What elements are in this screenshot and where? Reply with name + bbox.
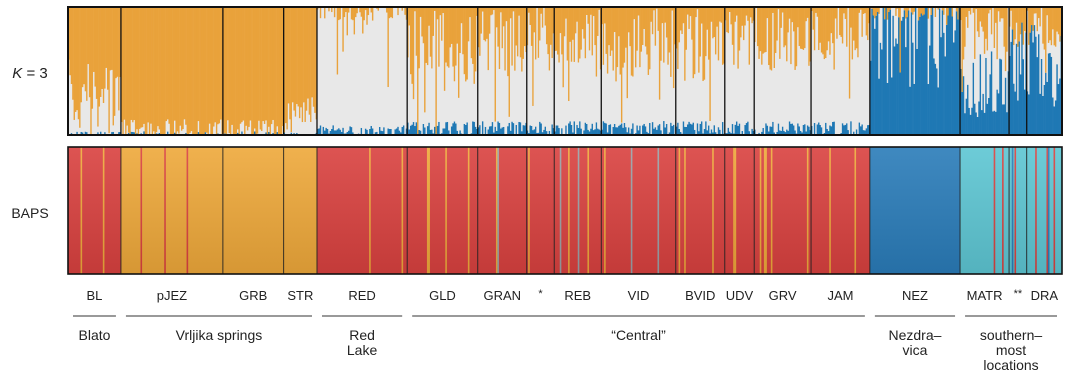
k3-population-BL bbox=[68, 7, 121, 135]
k3-population-REB bbox=[554, 7, 601, 135]
group-label-line: vica bbox=[903, 342, 928, 358]
k3-population-GLD bbox=[407, 7, 478, 135]
k3-population-MATR bbox=[960, 7, 1009, 135]
population-label: GRV bbox=[769, 288, 797, 303]
k3-population-STR bbox=[284, 7, 318, 135]
population-label: GLD bbox=[429, 288, 456, 303]
population-label: DRA bbox=[1031, 288, 1059, 303]
population-label: REB bbox=[564, 288, 591, 303]
population-label: STR bbox=[287, 288, 313, 303]
population-label: GRB bbox=[239, 288, 267, 303]
group-label-line: locations bbox=[983, 357, 1038, 373]
k3-population-RED bbox=[317, 7, 407, 135]
k3-panel bbox=[68, 7, 1062, 135]
k3-panel-label: K = 3 bbox=[12, 65, 47, 82]
group-label: “Central” bbox=[611, 327, 666, 343]
group-label: southern– most locations bbox=[980, 327, 1042, 373]
population-labels: BL pJEZ GRB STR RED GLD GRAN * REB VID BVID UDV GRV J… bbox=[87, 288, 1059, 303]
population-label: * bbox=[538, 288, 543, 300]
baps-panel bbox=[68, 147, 1062, 274]
baps-panel-label: BAPS bbox=[11, 205, 48, 221]
k3-population-GRV bbox=[754, 7, 811, 135]
group-label-line: Red bbox=[349, 327, 375, 343]
k3-population-* bbox=[527, 7, 555, 135]
group-label: Red Lake bbox=[347, 327, 378, 358]
group-label-line: southern– bbox=[980, 327, 1042, 343]
k3-population-GRB bbox=[223, 7, 284, 135]
population-label: UDV bbox=[726, 288, 754, 303]
group-label: Blato bbox=[79, 327, 111, 343]
k3-population-VID bbox=[601, 7, 676, 135]
population-label: GRAN bbox=[483, 288, 521, 303]
group-label: Vrljika springs bbox=[176, 327, 263, 343]
k3-population-BVID bbox=[676, 7, 725, 135]
k3-population-JAM bbox=[811, 7, 870, 135]
k3-population-GRAN bbox=[478, 7, 527, 135]
baps-shading bbox=[68, 147, 1062, 274]
group-label-line: Vrljika springs bbox=[176, 327, 263, 343]
k3-population-NEZ bbox=[870, 7, 960, 135]
k3-label-value: = 3 bbox=[22, 65, 47, 82]
population-label: NEZ bbox=[902, 288, 928, 303]
population-label: RED bbox=[348, 288, 375, 303]
population-label: ** bbox=[1014, 288, 1023, 300]
k3-population-pJEZ bbox=[121, 7, 223, 135]
k3-population-** bbox=[1009, 7, 1027, 135]
group-label: Nezdra– vica bbox=[888, 327, 941, 358]
group-labels: Blato Vrljika springs Red Lake “Central” Nezd… bbox=[73, 316, 1057, 373]
k3-population-UDV bbox=[725, 7, 755, 135]
population-label: VID bbox=[628, 288, 650, 303]
population-label: MATR bbox=[967, 288, 1003, 303]
population-label: pJEZ bbox=[157, 288, 187, 303]
group-label-line: Lake bbox=[347, 342, 378, 358]
group-label-line: most bbox=[996, 342, 1026, 358]
group-label-line: Nezdra– bbox=[888, 327, 941, 343]
group-label-line: Blato bbox=[79, 327, 111, 343]
group-label-line: “Central” bbox=[611, 327, 666, 343]
population-label: BVID bbox=[685, 288, 715, 303]
population-label: BL bbox=[87, 288, 103, 303]
population-label: JAM bbox=[827, 288, 853, 303]
k3-population-DRA bbox=[1027, 7, 1063, 135]
